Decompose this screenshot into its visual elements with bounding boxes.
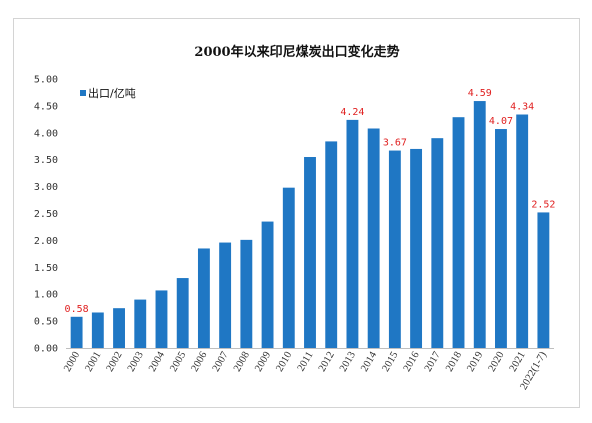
- x-tick-label: 2005: [168, 350, 188, 374]
- y-tick-label: 0.50: [34, 317, 58, 328]
- bar: [452, 117, 465, 348]
- data-label: 2.52: [531, 199, 555, 210]
- bar: [346, 119, 359, 348]
- bar: [176, 278, 189, 348]
- bar: [261, 221, 274, 348]
- bar: [134, 299, 147, 348]
- x-tick-label: 2013: [338, 350, 358, 374]
- y-tick-label: 3.50: [34, 155, 58, 166]
- y-tick-label: 1.50: [34, 263, 58, 274]
- x-tick-label: 2008: [232, 350, 252, 374]
- x-tick-label: 2012: [317, 350, 337, 374]
- x-tick-label: 2015: [380, 350, 400, 374]
- y-tick-label: 5.00: [34, 75, 58, 86]
- bar: [367, 128, 380, 348]
- x-tick-label: 2017: [423, 350, 443, 374]
- y-axis: 0.00 0.50 1.00 1.50 2.00 2.50 3.00 3.50 4.00 4.50…: [34, 75, 58, 355]
- x-tick-label: 2016: [402, 350, 422, 374]
- x-tick-label: 2011: [296, 350, 316, 373]
- x-tick-label: 2009: [253, 350, 273, 374]
- legend: 出口/亿吨: [80, 86, 136, 100]
- chart-svg: 2000年以来印尼煤炭出口变化走势 出口/亿吨 0.00 0.50 1.00 1.50…: [34, 44, 556, 392]
- bar: [537, 212, 550, 348]
- x-tick-label: 2020: [487, 350, 507, 374]
- chart-frame: 2000年以来印尼煤炭出口变化走势 出口/亿吨 0.00 0.50 1.00 1.50…: [13, 18, 580, 408]
- bar: [219, 242, 232, 348]
- bar: [70, 316, 83, 348]
- y-tick-label: 3.00: [34, 182, 58, 193]
- x-tick-label: 2001: [83, 350, 103, 374]
- data-labels: 0.58 4.24 3.67 4.59 4.07 4.34 2.52: [65, 88, 556, 315]
- y-tick-label: 1.00: [34, 290, 58, 301]
- x-tick-label: 2021: [508, 350, 528, 374]
- x-tick-label: 2007: [211, 350, 231, 374]
- bar: [240, 239, 253, 348]
- bar: [155, 290, 168, 348]
- x-tick-label: 2019: [465, 350, 485, 374]
- bar: [197, 248, 210, 348]
- x-tick-label: 2006: [189, 350, 209, 374]
- x-axis: 2000 2001 2002 2003 2004 2005 2006 2007 2008 2009…: [62, 348, 554, 392]
- y-tick-label: 2.00: [34, 236, 58, 247]
- y-tick-label: 4.00: [34, 128, 58, 139]
- data-label: 0.58: [65, 304, 89, 315]
- data-label: 4.24: [340, 107, 364, 118]
- y-tick-label: 0.00: [34, 344, 58, 355]
- x-tick-label: 2018: [444, 350, 464, 374]
- bar: [282, 187, 295, 348]
- bar: [431, 138, 444, 348]
- data-label: 3.67: [383, 138, 407, 149]
- y-tick-label: 2.50: [34, 209, 58, 220]
- legend-swatch: [80, 90, 86, 96]
- x-tick-label: 2014: [359, 349, 379, 373]
- x-tick-label: 2004: [147, 349, 167, 373]
- x-tick-label: 2002: [105, 350, 125, 374]
- data-label: 4.34: [510, 102, 534, 113]
- bar: [325, 141, 338, 348]
- x-tick-label: 2010: [274, 350, 294, 374]
- bar: [388, 150, 401, 348]
- y-tick-label: 4.50: [34, 101, 58, 112]
- bar: [113, 308, 125, 348]
- bar: [304, 157, 316, 348]
- bar-series: [70, 101, 550, 349]
- data-label: 4.59: [468, 88, 492, 99]
- x-tick-label: 2003: [126, 350, 146, 374]
- x-tick-label: 2000: [62, 350, 82, 374]
- bar: [516, 114, 529, 349]
- bar: [473, 101, 486, 348]
- data-label: 4.07: [489, 116, 513, 127]
- bar: [495, 129, 507, 348]
- chart-title: 2000年以来印尼煤炭出口变化走势: [194, 44, 399, 60]
- legend-label: 出口/亿吨: [88, 86, 136, 100]
- bar: [91, 312, 104, 348]
- bar: [410, 148, 423, 348]
